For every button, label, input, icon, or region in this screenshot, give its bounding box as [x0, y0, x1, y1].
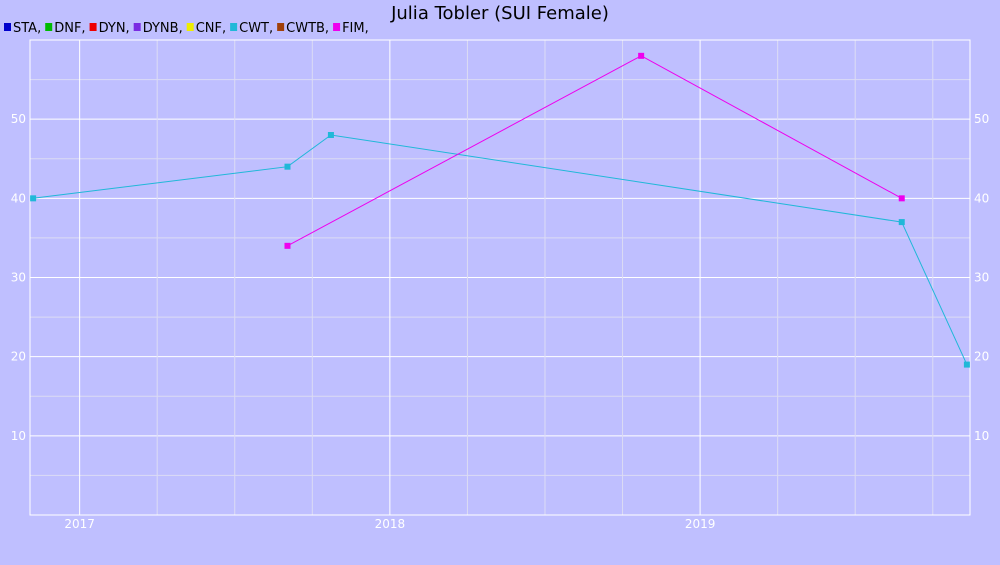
- series-layer: [30, 52, 970, 368]
- y-tick-label-right: 20: [974, 350, 989, 364]
- legend-label: FIM,: [342, 21, 369, 36]
- legend-label: DYNB,: [143, 21, 183, 36]
- series-line-cwt: [33, 134, 968, 365]
- y-tick-label-right: 10: [974, 429, 989, 443]
- legend-label: CNF,: [196, 21, 226, 36]
- y-tick-label-right: 30: [974, 271, 989, 285]
- data-point-fim: [898, 195, 905, 202]
- y-tick-label-right: 40: [974, 191, 989, 205]
- legend-label: DNF,: [54, 21, 85, 36]
- legend-label: DYN,: [99, 21, 130, 36]
- y-tick-label-left: 20: [11, 350, 26, 364]
- data-point-fim: [284, 242, 291, 249]
- legend-swatch: [4, 23, 11, 31]
- data-point-cwt: [284, 163, 291, 170]
- series-line-fim: [287, 55, 902, 247]
- legend-swatch: [186, 23, 194, 31]
- x-tick-label: 2018: [375, 517, 406, 531]
- legend: STA, DNF, DYN, DYNB, CNF, CWT, CWTB, FIM,: [4, 21, 369, 36]
- data-point-fim: [638, 52, 645, 59]
- y-tick-label-left: 40: [11, 191, 26, 205]
- axis-ticks: 10 10 20 20 30 30 40 40 50 50 2017 2018 2019: [11, 112, 990, 531]
- data-point-cwt: [963, 361, 970, 368]
- y-tick-label-left: 50: [11, 112, 26, 126]
- y-tick-label-right: 50: [974, 112, 989, 126]
- x-tick-label: 2017: [64, 517, 95, 531]
- legend-swatch: [230, 23, 238, 31]
- y-tick-label-left: 10: [11, 429, 26, 443]
- legend-swatch: [45, 23, 53, 31]
- data-point-cwt: [898, 219, 905, 226]
- chart-title: Julia Tobler (SUI Female): [390, 3, 609, 24]
- x-tick-label: 2019: [685, 517, 716, 531]
- data-point-cwt: [30, 195, 37, 202]
- legend-label: CWTB,: [286, 21, 329, 36]
- grid: [30, 40, 970, 515]
- legend-swatch: [133, 23, 141, 31]
- legend-swatch: [277, 23, 285, 31]
- plot-frame: [29, 39, 971, 516]
- legend-label: CWT,: [239, 21, 273, 36]
- legend-label: STA,: [13, 21, 41, 36]
- legend-swatch: [89, 23, 97, 31]
- y-tick-label-left: 30: [11, 271, 26, 285]
- legend-swatch: [333, 23, 341, 31]
- data-point-cwt: [327, 132, 334, 138]
